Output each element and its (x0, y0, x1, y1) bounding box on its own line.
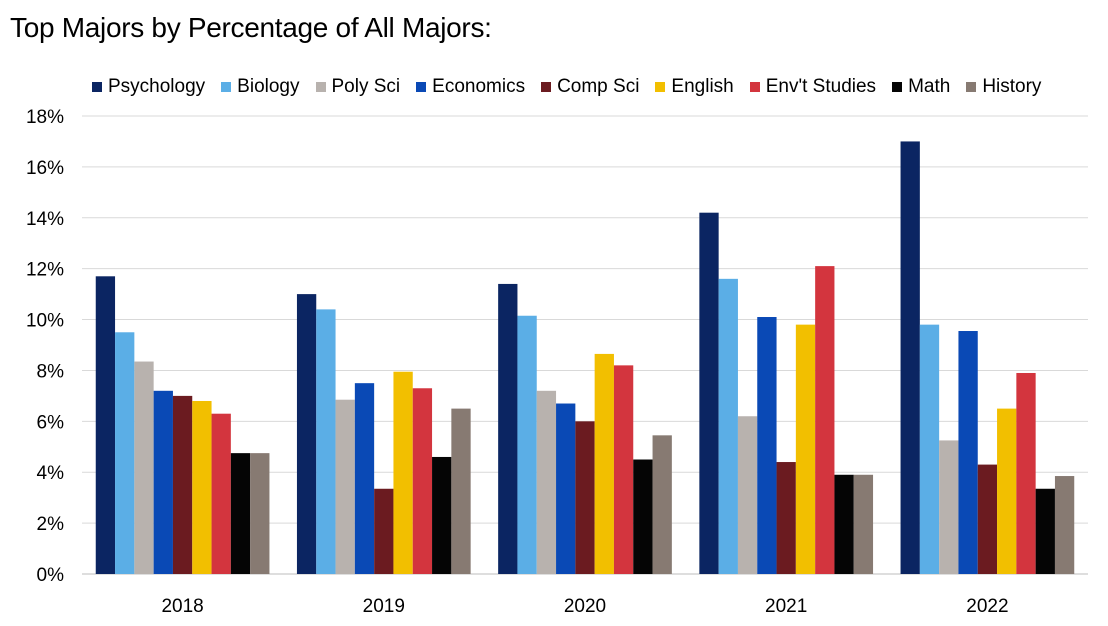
bar-english-2018 (192, 400, 212, 574)
bar-poly-sci-2021 (737, 416, 758, 574)
legend-swatch (416, 82, 427, 92)
bar-biology-2019 (316, 309, 336, 574)
bar-biology-2022 (919, 324, 940, 574)
bar-history-2018 (250, 453, 270, 574)
bar-env-t-studies-2020 (613, 365, 634, 574)
x-tick-label: 2020 (564, 596, 606, 617)
legend-swatch (541, 82, 552, 92)
bar-history-2021 (853, 474, 874, 574)
legend-label: English (671, 76, 734, 97)
x-tick-label: 2021 (765, 596, 807, 617)
bar-poly-sci-2018 (134, 361, 154, 574)
legend-label: History (982, 76, 1042, 97)
y-tick-label: 8% (37, 361, 65, 382)
bar-env-t-studies-2019 (412, 388, 433, 574)
bar-math-2018 (230, 453, 251, 574)
legend-item: Economics (416, 76, 525, 98)
legend-item: Comp Sci (541, 76, 639, 98)
bar-english-2022 (997, 408, 1017, 574)
legend-item: Env't Studies (749, 76, 877, 98)
legend-swatch (749, 82, 760, 92)
bar-biology-2021 (718, 278, 738, 574)
bar-math-2020 (633, 459, 653, 574)
chart-legend: Psychology Biology Poly Sci Economics Comp S… (92, 76, 1041, 98)
legend-item: Psychology (92, 76, 205, 98)
legend-label: Comp Sci (557, 76, 640, 97)
bar-economics-2018 (153, 390, 173, 574)
bar-psychology-2021 (699, 212, 719, 574)
bar-english-2020 (594, 353, 614, 574)
legend-item: Math (892, 76, 950, 98)
legend-item: Poly Sci (315, 76, 401, 98)
bar-history-2020 (652, 435, 672, 574)
legend-swatch (655, 82, 666, 92)
bar-comp-sci-2022 (977, 464, 998, 574)
legend-item: English (655, 76, 734, 98)
bar-comp-sci-2021 (776, 462, 796, 574)
bar-math-2022 (1035, 488, 1055, 574)
bar-psychology-2019 (296, 294, 317, 574)
bar-psychology-2022 (900, 141, 920, 574)
bar-poly-sci-2019 (335, 399, 355, 574)
y-tick-label: 2% (37, 514, 65, 535)
y-tick-label: 18% (26, 107, 64, 128)
x-tick-label: 2022 (966, 596, 1008, 617)
bar-english-2021 (795, 324, 816, 574)
legend-label: Poly Sci (331, 76, 401, 97)
bar-biology-2018 (115, 332, 135, 574)
legend-item: Biology (221, 76, 300, 98)
bar-poly-sci-2022 (939, 440, 959, 574)
y-tick-label: 4% (37, 463, 65, 484)
y-tick-label: 16% (26, 158, 64, 179)
bar-economics-2020 (556, 403, 576, 574)
y-tick-label: 12% (26, 260, 64, 281)
chart-title: Top Majors by Percentage of All Majors: (10, 12, 492, 43)
legend-label: Economics (432, 76, 526, 97)
y-tick-label: 6% (37, 412, 65, 433)
y-tick-label: 14% (26, 209, 64, 230)
legend-item: History (966, 76, 1041, 98)
legend-label: Math (908, 76, 951, 97)
bar-env-t-studies-2021 (815, 266, 835, 574)
bar-biology-2020 (517, 315, 537, 574)
legend-label: Psychology (108, 76, 206, 97)
bar-env-t-studies-2018 (211, 413, 231, 574)
bar-economics-2021 (757, 317, 777, 574)
legend-swatch (315, 82, 326, 92)
bar-economics-2022 (958, 331, 978, 574)
bar-english-2019 (393, 371, 413, 574)
bar-poly-sci-2020 (536, 390, 557, 574)
bar-math-2019 (432, 456, 452, 574)
bar-psychology-2020 (498, 283, 518, 574)
bar-economics-2019 (354, 383, 375, 574)
legend-swatch (966, 82, 977, 92)
bar-math-2021 (834, 474, 854, 574)
legend-swatch (892, 82, 903, 92)
legend-label: Env't Studies (765, 76, 877, 97)
bar-comp-sci-2019 (374, 488, 394, 574)
y-tick-label: 10% (26, 311, 64, 332)
bar-psychology-2018 (95, 276, 116, 574)
x-tick-label: 2019 (363, 596, 405, 617)
legend-swatch (92, 82, 102, 92)
bar-env-t-studies-2022 (1016, 372, 1036, 574)
bar-comp-sci-2018 (172, 395, 193, 574)
x-tick-label: 2018 (161, 596, 203, 617)
legend-swatch (221, 82, 232, 92)
bar-history-2022 (1054, 476, 1075, 574)
y-tick-label: 0% (37, 565, 65, 586)
bar-comp-sci-2020 (575, 421, 595, 574)
bar-history-2019 (451, 408, 471, 574)
legend-label: Biology (237, 76, 300, 97)
